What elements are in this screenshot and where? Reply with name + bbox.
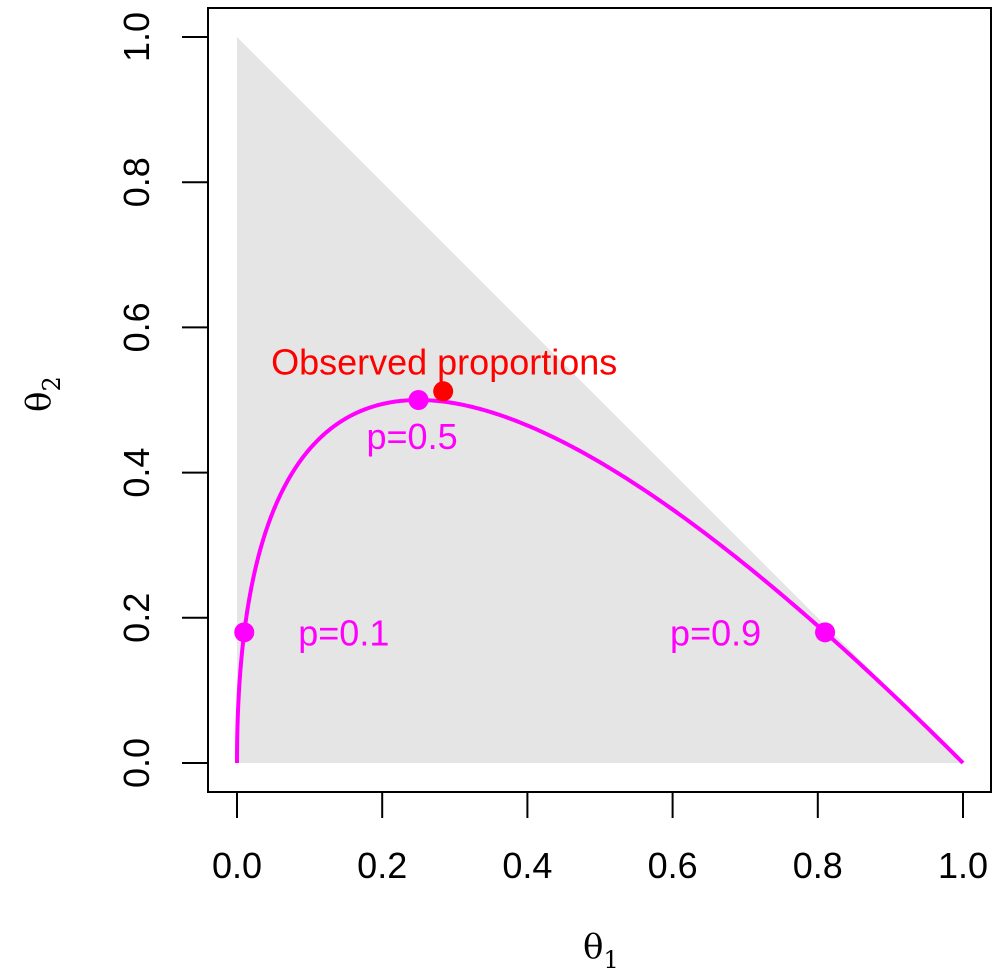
point-marker xyxy=(408,390,429,410)
y-axis: 0.0 0.2 0.4 0.6 0.8 1.0 xyxy=(116,12,209,788)
y-axis-title: θ2 xyxy=(19,376,66,412)
y-tick-label: 0.8 xyxy=(116,157,157,207)
x-tick-label: 0.8 xyxy=(793,845,843,886)
x-tick-label: 0.6 xyxy=(648,845,698,886)
x-tick-label: 0.4 xyxy=(502,845,552,886)
observed-point-label: Observed proportions xyxy=(271,341,617,382)
y-axis-title-subscript: 2 xyxy=(38,376,66,391)
x-tick-label: 0.0 xyxy=(212,845,262,886)
point-label: p=0.5 xyxy=(367,416,458,457)
point-marker xyxy=(815,622,836,643)
observed-point-marker xyxy=(433,381,454,402)
point-label: p=0.1 xyxy=(298,612,389,653)
simplex-region xyxy=(237,37,963,763)
y-tick-label: 0.0 xyxy=(116,738,157,788)
y-tick-label: 0.4 xyxy=(116,448,157,498)
x-tick-label: 1.0 xyxy=(938,845,988,886)
x-axis: 0.0 0.2 0.4 0.6 0.8 1.0 xyxy=(212,791,988,886)
y-tick-label: 0.2 xyxy=(116,593,157,643)
point-marker xyxy=(234,622,255,643)
x-axis-title: θ1 xyxy=(583,927,619,974)
x-tick-label: 0.2 xyxy=(357,845,407,886)
y-axis-title-symbol: θ xyxy=(19,392,59,412)
point-label: p=0.9 xyxy=(670,612,761,653)
x-axis-title-symbol: θ xyxy=(583,927,603,967)
x-axis-title-subscript: 1 xyxy=(603,946,618,974)
labeled-points: p=0.1 p=0.5 p=0.9 Observed proportions xyxy=(234,341,836,653)
y-tick-label: 0.6 xyxy=(116,302,157,352)
y-tick-label: 1.0 xyxy=(116,12,157,62)
